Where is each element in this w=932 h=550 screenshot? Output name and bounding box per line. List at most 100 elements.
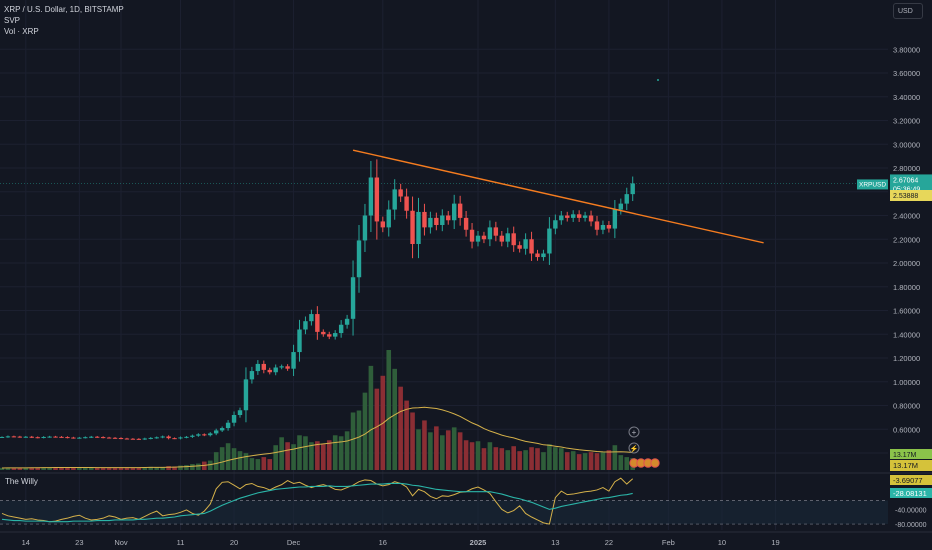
osc-band: [0, 500, 888, 525]
volume-bar: [463, 440, 469, 470]
candle: [535, 249, 540, 261]
candle-body: [172, 438, 177, 440]
volume-bar: [273, 445, 278, 470]
time-tick-label: 14: [22, 538, 30, 547]
candle: [172, 437, 177, 440]
candle-body: [582, 215, 588, 218]
volume-bar: [606, 450, 612, 470]
volume-bar: [94, 467, 100, 470]
candle: [517, 241, 522, 253]
candle: [612, 200, 618, 239]
price-tick-label: 3.80000: [893, 45, 920, 54]
candle: [392, 179, 397, 220]
candle-body: [440, 215, 445, 225]
candle: [386, 200, 391, 237]
volume-bar: [445, 430, 451, 470]
candle: [142, 437, 147, 440]
indicator-svp-label[interactable]: SVP: [4, 16, 21, 25]
candle-body: [243, 379, 249, 411]
volume-bar: [362, 392, 368, 470]
volume-bar: [398, 386, 403, 470]
time-tick-label: 20: [230, 538, 238, 547]
candle: [208, 432, 213, 437]
price-tick-label: 3.40000: [893, 93, 920, 102]
candle: [77, 436, 82, 439]
candle: [606, 221, 612, 233]
osc-line-primary: [1, 477, 634, 525]
candle: [309, 309, 314, 326]
symbol-title[interactable]: XRP / U.S. Dollar, 1D, BITSTAMP: [4, 5, 124, 14]
candle-body: [142, 438, 147, 440]
candle: [71, 436, 76, 439]
candle-body: [124, 438, 130, 440]
volume-bar: [178, 465, 183, 470]
time-tick-label: 23: [75, 538, 83, 547]
volume-bar: [624, 457, 630, 470]
volume-bar: [523, 450, 528, 470]
candle: [41, 436, 46, 439]
oscillator-name[interactable]: The Willy: [5, 477, 38, 486]
candle: [338, 320, 344, 338]
volume-bar: [374, 388, 380, 470]
candle-body: [523, 239, 528, 249]
candle-body: [499, 235, 504, 242]
candle: [35, 436, 40, 439]
volume-bar: [0, 467, 5, 470]
volume-bar: [5, 467, 11, 470]
candle: [279, 364, 284, 370]
candle: [452, 194, 457, 230]
candle: [600, 220, 606, 235]
volume-bar: [154, 467, 159, 470]
price-tick-label: 3.20000: [893, 117, 920, 126]
candle-body: [594, 221, 600, 230]
price-tick-label: 0.80000: [893, 402, 920, 411]
plus-icon: [628, 426, 640, 438]
volume-bar: [65, 467, 70, 470]
candle: [475, 230, 481, 247]
osc-level-bottom-label: -80.00000: [895, 522, 927, 529]
candle-body: [344, 318, 350, 325]
candle: [362, 203, 368, 253]
candle-body: [178, 437, 183, 439]
candle: [285, 364, 290, 371]
volume-bar: [23, 467, 29, 470]
candle: [100, 436, 106, 439]
volume-bar: [112, 467, 118, 470]
volume-bar: [505, 450, 511, 470]
candle-body: [434, 217, 439, 225]
candle: [297, 319, 302, 362]
candle-body: [231, 415, 237, 423]
candle: [553, 214, 558, 235]
candle-body: [202, 434, 207, 436]
volume-bar: [487, 442, 493, 470]
candle-body: [630, 183, 635, 195]
flash-icon: [628, 442, 640, 454]
volume-bar: [541, 452, 546, 470]
symbol-tag-bg: [857, 179, 888, 190]
volume-bar: [315, 441, 320, 470]
candle: [214, 428, 219, 436]
candle: [368, 160, 374, 233]
candle: [333, 330, 338, 340]
candle-body: [315, 314, 320, 332]
time-tick-label: 16: [379, 538, 387, 547]
candle-body: [83, 437, 88, 439]
price-tick-label: 2.20000: [893, 235, 920, 244]
indicator-volume-label[interactable]: Vol · XRP: [4, 27, 39, 36]
candle: [267, 367, 272, 375]
candle: [469, 223, 475, 249]
candle: [594, 215, 600, 236]
price-tick-label: 1.80000: [893, 283, 920, 292]
currency-button[interactable]: USD: [893, 3, 923, 19]
volume-bar: [559, 448, 564, 470]
candle: [255, 360, 261, 375]
candle-body: [404, 196, 409, 211]
candle-body: [398, 189, 403, 197]
trendline-price-tag: 2.53888: [893, 193, 918, 200]
volume-bar: [41, 467, 46, 470]
candle-body: [71, 437, 76, 439]
volume-bar: [570, 451, 576, 470]
time-tick-label: 11: [177, 538, 185, 547]
